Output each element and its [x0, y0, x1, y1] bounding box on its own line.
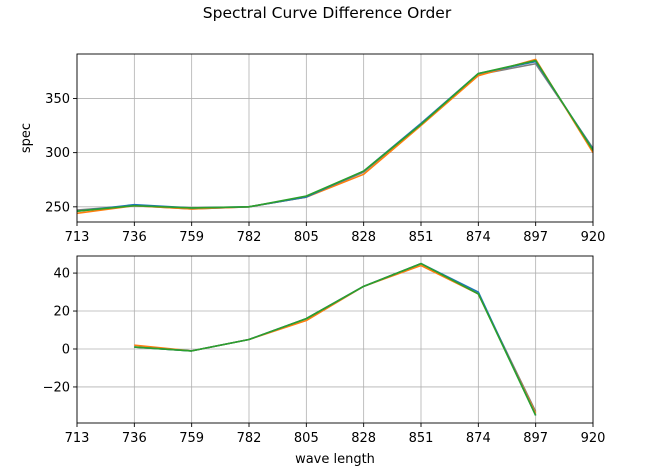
- y-tick-label-1-1: 20: [53, 305, 70, 320]
- x-tick-label-0-2: 759: [179, 230, 204, 245]
- y-tick-label-0-0: 250: [45, 200, 70, 215]
- x-tick-label-1-5: 828: [351, 431, 376, 446]
- chart-title: Spectral Curve Difference Order: [203, 4, 452, 22]
- series-line-1-2: [134, 262, 537, 416]
- x-tick-label-0-5: 828: [351, 230, 376, 245]
- series-line-0-0: [76, 62, 594, 211]
- y-tick-label-1-2: 0: [62, 342, 70, 357]
- x-tick-label-1-6: 851: [409, 431, 434, 446]
- series-line-1-0: [134, 262, 537, 412]
- y-tick-label-1-3: −20: [43, 380, 70, 395]
- subplot-bottom: 713 736 759 782 805 828 851 874 897 920 40 20 0 −20 wa…: [43, 255, 606, 467]
- x-tick-label-0-4: 805: [294, 230, 319, 245]
- series-line-0-2: [76, 60, 594, 212]
- x-tick-label-0-3: 782: [237, 230, 262, 245]
- x-tick-label-1-3: 782: [237, 431, 262, 446]
- series-line-0-1: [76, 58, 594, 215]
- x-tick-label-0-9: 920: [581, 230, 606, 245]
- subplot-top: 713 736 759 782 805 828 851 874 897 920 250 300 350 s…: [19, 53, 606, 245]
- x-axis-label-1: wave length: [295, 452, 375, 467]
- y-tick-label-0-2: 350: [45, 92, 70, 107]
- x-tick-label-1-2: 759: [179, 431, 204, 446]
- y-axis-label-0: spec: [19, 123, 34, 153]
- x-tick-label-1-0: 713: [65, 431, 90, 446]
- x-tick-label-0-6: 851: [409, 230, 434, 245]
- y-tick-label-1-0: 40: [53, 267, 70, 282]
- x-tick-label-0-8: 897: [523, 230, 548, 245]
- x-tick-label-1-9: 920: [581, 431, 606, 446]
- x-tick-label-0-7: 874: [466, 230, 491, 245]
- series-line-0-3: [76, 59, 594, 212]
- x-tick-label-1-8: 897: [523, 431, 548, 446]
- x-tick-label-0-1: 736: [122, 230, 147, 245]
- series-line-1-1: [134, 264, 537, 414]
- x-tick-label-0-0: 713: [65, 230, 90, 245]
- x-tick-label-1-7: 874: [466, 431, 491, 446]
- axes-frame-1: [76, 255, 594, 424]
- y-tick-label-0-1: 300: [45, 146, 70, 161]
- x-tick-label-1-1: 736: [122, 431, 147, 446]
- x-tick-label-1-4: 805: [294, 431, 319, 446]
- axes-frame-0: [76, 53, 594, 223]
- series-line-1-3: [134, 262, 537, 416]
